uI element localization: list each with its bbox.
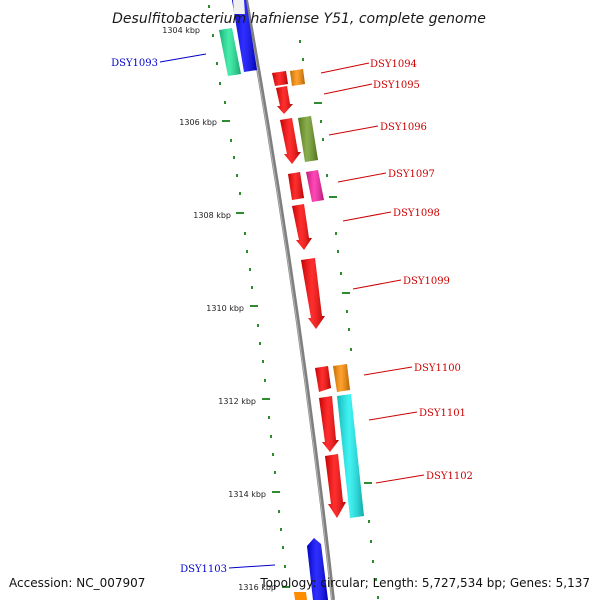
gene-label-dsy1100[interactable]: DSY1100 xyxy=(414,363,461,374)
gene-label-dsy1097[interactable]: DSY1097 xyxy=(388,169,435,180)
kbp-label: 1316 kbp xyxy=(238,583,276,592)
kbp-label: 1308 kbp xyxy=(193,211,231,220)
accession-text: Accession: NC_007907 xyxy=(9,576,145,590)
gene-labels: DSY1093 DSY1094 DSY1095 DSY1096 DSY1097 … xyxy=(111,58,473,575)
gene-label-dsy1102[interactable]: DSY1102 xyxy=(426,471,473,482)
gene-label-dsy1094[interactable]: DSY1094 xyxy=(370,59,417,70)
kbp-label: 1310 kbp xyxy=(206,304,244,313)
kbp-label: 1314 kbp xyxy=(228,490,266,499)
gene-label-dsy1095[interactable]: DSY1095 xyxy=(373,80,420,91)
gene-label-dsy1098[interactable]: DSY1098 xyxy=(393,208,440,219)
right-scale-track xyxy=(299,40,379,599)
gene-features xyxy=(219,0,364,600)
kbp-label: 1304 kbp xyxy=(162,26,200,35)
kbp-label: 1312 kbp xyxy=(218,397,256,406)
gene-label-dsy1103[interactable]: DSY1103 xyxy=(180,564,227,575)
gene-label-dsy1101[interactable]: DSY1101 xyxy=(419,408,466,419)
label-leader-lines xyxy=(159,53,425,569)
kbp-labels: 1304 kbp 1306 kbp 1308 kbp 1310 kbp 1312… xyxy=(162,26,276,592)
left-scale-track xyxy=(208,5,290,588)
gene-box-orange-bottom[interactable] xyxy=(294,592,307,600)
map-title: Desulfitobacterium hafniense Y51, comple… xyxy=(112,11,486,27)
gene-label-dsy1093[interactable]: DSY1093 xyxy=(111,58,158,69)
genome-backbone xyxy=(244,0,335,600)
genome-summary-text: Topology: circular; Length: 5,727,534 bp… xyxy=(259,576,590,590)
gene-label-dsy1099[interactable]: DSY1099 xyxy=(403,276,450,287)
kbp-label: 1306 kbp xyxy=(179,118,217,127)
gene-label-dsy1096[interactable]: DSY1096 xyxy=(380,122,427,133)
